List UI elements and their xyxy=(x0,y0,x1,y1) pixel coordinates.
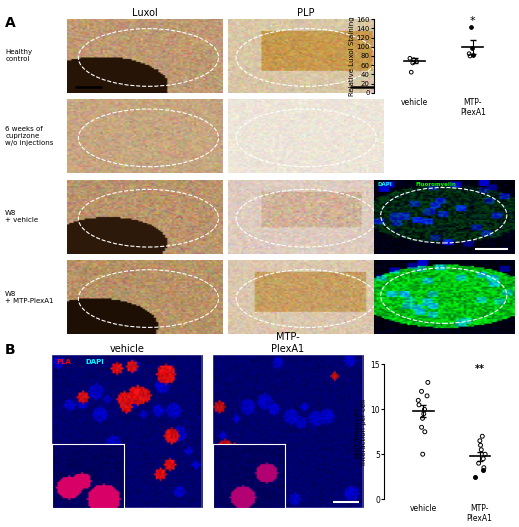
Point xyxy=(420,405,429,414)
Point xyxy=(476,441,485,450)
Point xyxy=(423,392,431,400)
Text: A: A xyxy=(5,16,16,30)
Y-axis label: Relative Luxol Staining: Relative Luxol Staining xyxy=(349,16,354,96)
Point xyxy=(418,414,427,423)
Point xyxy=(478,432,486,441)
Title: PLP: PLP xyxy=(297,8,315,18)
Text: Healthy
control: Healthy control xyxy=(5,50,32,63)
Point xyxy=(413,57,421,66)
Point xyxy=(474,459,483,467)
Point xyxy=(467,23,475,31)
Text: B: B xyxy=(5,343,16,357)
Text: W8
+ MTP-PlexA1: W8 + MTP-PlexA1 xyxy=(5,290,53,304)
Point xyxy=(466,52,474,60)
Text: DAPI: DAPI xyxy=(85,359,104,365)
Point xyxy=(407,68,415,76)
Text: W8
+ vehicle: W8 + vehicle xyxy=(5,210,38,223)
Title: Luxol: Luxol xyxy=(132,8,158,18)
Text: DAPI: DAPI xyxy=(378,182,393,187)
Text: Fluoromyelin: Fluoromyelin xyxy=(416,182,457,187)
Point xyxy=(481,450,489,458)
Text: *: * xyxy=(470,16,476,26)
Point xyxy=(424,378,432,387)
Point xyxy=(408,58,417,67)
Point xyxy=(465,50,473,58)
Text: **: ** xyxy=(475,364,485,374)
Point xyxy=(468,43,476,52)
Title: MTP-
PlexA1: MTP- PlexA1 xyxy=(271,333,305,354)
Point xyxy=(479,454,487,463)
Title: vehicle: vehicle xyxy=(110,344,145,354)
Point xyxy=(469,51,477,59)
Text: 6 weeks of
cuprizone
w/o injections: 6 weeks of cuprizone w/o injections xyxy=(5,126,53,147)
Point xyxy=(406,54,414,63)
Point xyxy=(417,387,426,396)
Point xyxy=(477,445,485,454)
Point xyxy=(420,427,429,436)
Point xyxy=(417,423,426,432)
Point xyxy=(415,401,423,409)
Point xyxy=(480,463,488,472)
Point xyxy=(409,55,418,64)
Point xyxy=(419,409,428,418)
Text: PLA: PLA xyxy=(57,359,71,365)
Point xyxy=(479,466,487,475)
Point xyxy=(471,473,479,481)
Point xyxy=(414,396,422,405)
Point xyxy=(476,436,484,445)
Point xyxy=(418,450,427,458)
Y-axis label: Nrp1/Plexin-A1
interaction per cell: Nrp1/Plexin-A1 interaction per cell xyxy=(354,399,367,465)
